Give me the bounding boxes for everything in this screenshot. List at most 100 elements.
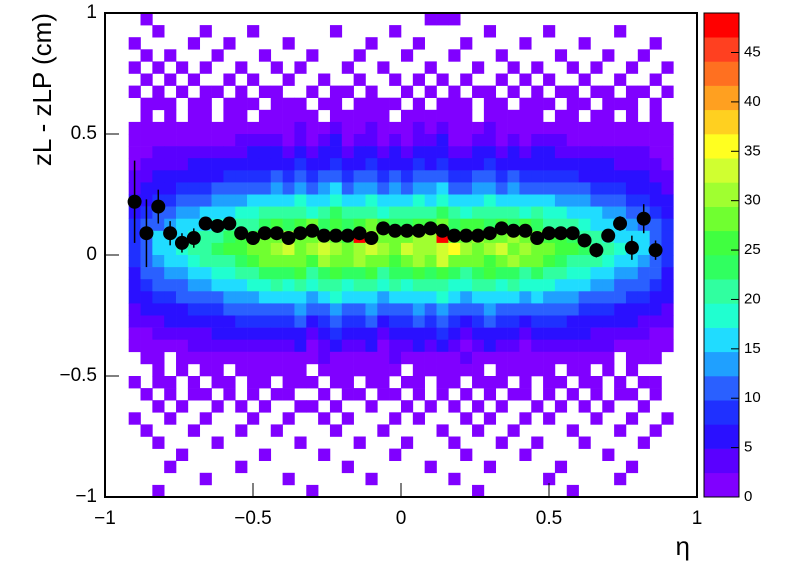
heatmap-cell — [176, 424, 188, 436]
heatmap-cell — [472, 158, 485, 171]
heatmap-cell — [342, 13, 354, 25]
heatmap-cell — [448, 218, 461, 232]
heatmap-cell — [448, 351, 461, 365]
heatmap-cell — [625, 61, 639, 74]
heatmap-cell — [128, 37, 141, 50]
heatmap-cell — [649, 315, 662, 328]
heatmap-cell — [294, 74, 306, 86]
heatmap-cell — [661, 267, 674, 280]
heatmap-cell — [341, 303, 354, 316]
heatmap-cell — [567, 13, 579, 25]
profile-point — [423, 221, 438, 236]
heatmap-cell — [554, 49, 568, 62]
heatmap-cell — [508, 13, 520, 25]
heatmap-cell — [329, 242, 343, 256]
heatmap-cell — [649, 121, 662, 135]
heatmap-cell — [247, 267, 260, 280]
heatmap-cell — [638, 37, 650, 49]
heatmap-cell — [318, 363, 331, 377]
heatmap-cell — [412, 255, 425, 268]
heatmap-cell — [164, 146, 177, 159]
heatmap-cell — [567, 412, 579, 424]
heatmap-cell — [353, 363, 366, 377]
heatmap-cell — [271, 449, 283, 461]
heatmap-cell — [460, 327, 473, 340]
heatmap-cell — [448, 363, 461, 377]
heatmap-cell — [258, 85, 272, 98]
heatmap-cell — [650, 412, 662, 424]
heatmap-cell — [437, 25, 449, 37]
heatmap-cell — [223, 424, 235, 436]
heatmap-cell — [424, 315, 437, 328]
heatmap-cell — [484, 449, 496, 461]
heatmap-cell — [353, 339, 366, 353]
heatmap-cell — [129, 110, 141, 122]
heatmap-cell — [543, 37, 555, 49]
heatmap-cell — [495, 158, 508, 171]
heatmap-cell — [152, 449, 164, 461]
heatmap-cell — [483, 182, 497, 195]
heatmap-cell — [140, 134, 153, 147]
heatmap-cell — [531, 182, 544, 195]
heatmap-cell — [164, 121, 177, 135]
heatmap-cell — [425, 473, 437, 485]
heatmap-cell — [140, 182, 153, 195]
heatmap-cell — [247, 255, 260, 268]
heatmap-cell — [354, 61, 366, 73]
heatmap-cell — [661, 25, 673, 37]
heatmap-cell — [637, 351, 650, 365]
heatmap-cell — [176, 13, 188, 25]
heatmap-cell — [637, 436, 650, 449]
heatmap-cell — [365, 182, 378, 195]
heatmap-cell — [412, 121, 425, 135]
heatmap-cell — [531, 255, 544, 268]
heatmap-cell — [602, 388, 614, 400]
heatmap-cell — [649, 146, 662, 159]
heatmap-cell — [590, 327, 603, 340]
heatmap-cell — [661, 74, 673, 86]
heatmap-cell — [566, 134, 579, 147]
heatmap-cell — [460, 170, 473, 183]
heatmap-cell — [578, 170, 591, 183]
heatmap-cell — [649, 255, 662, 268]
heatmap-cell — [554, 327, 568, 340]
heatmap-cell — [531, 351, 544, 365]
heatmap-cell — [129, 437, 141, 449]
heatmap-cell — [495, 49, 508, 62]
heatmap-cell — [566, 279, 579, 292]
heatmap-cell — [436, 146, 449, 159]
heatmap-cell — [483, 412, 497, 425]
profile-point — [364, 231, 379, 246]
heatmap-cell — [425, 485, 437, 497]
heatmap-cell — [294, 170, 307, 183]
heatmap-cell — [436, 339, 449, 353]
heatmap-cell — [590, 267, 603, 280]
heatmap-cell — [223, 49, 235, 61]
heatmap-cell — [270, 363, 283, 377]
heatmap-cell — [354, 400, 366, 412]
heatmap-cell — [176, 74, 188, 86]
heatmap-cell — [412, 37, 425, 50]
heatmap-cell — [448, 206, 461, 219]
heatmap-cell — [508, 376, 520, 388]
profile-point — [435, 223, 450, 238]
heatmap-cell — [200, 49, 212, 61]
heatmap-cell — [590, 364, 602, 376]
heatmap-cell — [188, 49, 200, 61]
heatmap-cell — [460, 25, 472, 37]
heatmap-cell — [270, 85, 283, 98]
heatmap-cell — [614, 182, 627, 195]
heatmap-cell — [377, 291, 390, 304]
heatmap-cell — [329, 134, 343, 147]
heatmap-cell — [508, 74, 520, 86]
heatmap-cell — [199, 194, 212, 207]
heatmap-cell — [235, 109, 248, 123]
heatmap-cell — [649, 291, 662, 304]
heatmap-cell — [306, 255, 319, 268]
heatmap-cell — [282, 291, 295, 304]
heatmap-cell — [329, 279, 343, 292]
heatmap-cell — [270, 267, 283, 280]
heatmap-cell — [460, 61, 472, 73]
heatmap-cell — [496, 473, 508, 485]
heatmap-cell — [661, 134, 674, 147]
